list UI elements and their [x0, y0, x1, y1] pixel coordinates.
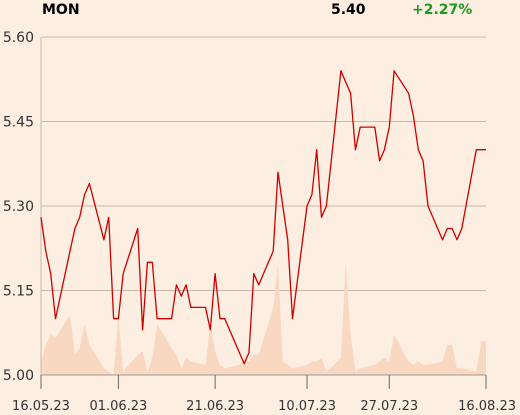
- y-tick-label: 5.15: [3, 284, 34, 300]
- y-tick-label: 5.00: [3, 368, 34, 384]
- volume-area-layer: [41, 263, 486, 375]
- grid-lines: [41, 36, 486, 291]
- x-tick-label: 21.06.23: [186, 399, 244, 414]
- y-tick-label: 5.30: [3, 199, 34, 215]
- y-axis-labels: 5.00 5.15 5.30 5.45 5.60: [3, 30, 34, 384]
- x-tick-label: 16.08.23: [458, 399, 516, 414]
- x-tick-label: 27.07.23: [360, 399, 418, 414]
- x-tick-label: 10.07.23: [278, 399, 336, 414]
- axes: [40, 37, 487, 389]
- y-tick-label: 5.60: [3, 30, 34, 46]
- y-tick-label: 5.45: [3, 115, 34, 131]
- last-price: 5.40: [331, 2, 366, 18]
- x-axis-labels: 16.05.23 01.06.23 21.06.23 10.07.23 27.07.23…: [12, 399, 516, 414]
- x-tick-label: 16.05.23: [12, 399, 70, 414]
- price-line-layer: [40, 70, 486, 365]
- quote-header: MON 5.40 +2.27%: [0, 0, 520, 24]
- volume-area: [41, 263, 486, 375]
- ticker-symbol: MON: [42, 2, 80, 18]
- price-line: [40, 70, 486, 365]
- x-tick-label: 01.06.23: [89, 399, 147, 414]
- price-change: +2.27%: [412, 2, 473, 18]
